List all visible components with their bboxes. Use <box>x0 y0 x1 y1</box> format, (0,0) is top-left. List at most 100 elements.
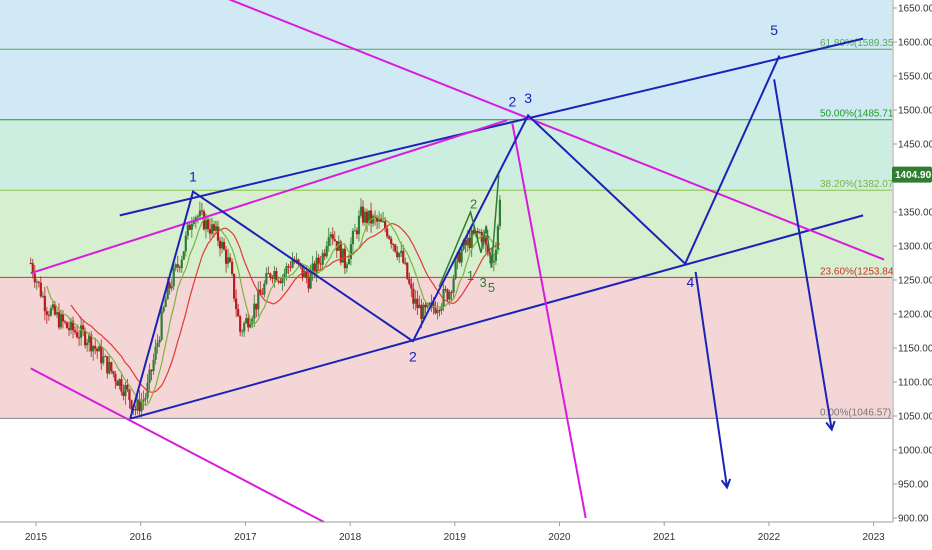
candle-body <box>386 228 389 237</box>
candle-body <box>339 241 342 263</box>
candle-body <box>120 379 123 392</box>
candle-body <box>265 273 268 284</box>
candle-body <box>110 362 113 372</box>
candle-body <box>251 318 254 325</box>
y-tick-label: 1000.00 <box>898 446 932 457</box>
candle-body <box>380 219 383 222</box>
candle-body <box>235 298 238 310</box>
candle-body <box>59 314 63 328</box>
candle-body <box>492 260 495 263</box>
candle-body <box>106 356 109 374</box>
candle-body <box>255 303 258 310</box>
x-tick-label: 2022 <box>758 532 781 543</box>
candle-body <box>297 259 300 264</box>
candle-body <box>29 263 32 264</box>
candle-body <box>200 210 204 212</box>
candle-body <box>333 239 336 241</box>
candle-body <box>468 237 471 248</box>
candle-body <box>436 310 439 314</box>
x-tick-label: 2016 <box>130 532 153 543</box>
candle-body <box>241 331 244 333</box>
elliott-wave-path <box>129 55 781 419</box>
fib-zone-top <box>0 0 892 50</box>
x-tick-label: 2023 <box>862 532 885 543</box>
y-tick-label: 1250.00 <box>898 276 932 287</box>
wave-label: 1 <box>189 168 197 184</box>
candle-body <box>408 278 411 284</box>
moving-average-red <box>70 223 501 393</box>
candle-body <box>321 253 324 265</box>
y-tick-label: 1650.00 <box>898 4 932 15</box>
candle-body <box>118 379 121 386</box>
candle-body <box>164 299 167 307</box>
y-tick-label: 1450.00 <box>898 140 932 151</box>
trendline-channel-bottom-blue <box>129 214 864 420</box>
candle-body <box>108 362 111 374</box>
y-tick-label: 1600.00 <box>898 38 932 49</box>
candle-body <box>172 268 175 287</box>
candle-body <box>150 369 153 372</box>
candle-body <box>162 306 165 312</box>
trendline-channel-top-magenta <box>30 119 508 275</box>
y-tick-label: 1300.00 <box>898 242 932 253</box>
projection-arrow-line <box>694 271 729 488</box>
candle-body <box>323 253 326 257</box>
candle-body <box>112 371 115 374</box>
candle-body <box>273 271 276 279</box>
candle-body <box>382 221 385 223</box>
last-price-tag <box>892 166 932 183</box>
candle-body <box>311 263 314 272</box>
candle-body <box>192 221 195 224</box>
candle-body <box>454 261 457 279</box>
candle-body <box>231 261 234 274</box>
candle-body <box>233 273 236 299</box>
candle-body <box>309 271 312 289</box>
candle-body <box>279 281 282 283</box>
candle-body <box>77 337 81 339</box>
candle-body <box>170 286 173 289</box>
candle-body <box>130 400 133 410</box>
candle-body <box>398 253 401 258</box>
wave-label: 5 <box>488 280 495 295</box>
candle-body <box>206 218 210 230</box>
candle-body <box>35 281 38 283</box>
candle-body <box>369 210 373 224</box>
candle-body <box>152 359 155 372</box>
candle-body <box>263 283 266 295</box>
candle-body <box>283 273 286 278</box>
candle-body <box>84 330 87 346</box>
candle-body <box>154 346 157 360</box>
trendline-channel-top-blue <box>119 37 864 217</box>
candle-body <box>146 382 149 398</box>
candle-body <box>470 230 473 248</box>
candle-body <box>416 298 419 309</box>
candle-body <box>45 311 48 315</box>
candle-body <box>394 244 397 252</box>
candle-body <box>166 282 169 300</box>
candle-body <box>134 409 137 411</box>
candle-body <box>446 289 449 300</box>
candle-body <box>261 293 264 295</box>
candle-body <box>138 398 141 412</box>
candle-body <box>418 304 421 309</box>
candle-body <box>494 249 497 261</box>
y-tick-label: 900.00 <box>898 514 929 525</box>
fib-zone <box>0 119 892 191</box>
candle-body <box>220 241 224 249</box>
candle-body <box>63 321 67 323</box>
candle-body <box>406 262 409 279</box>
candle-body <box>188 224 191 230</box>
candle-body <box>343 248 346 269</box>
candle-body <box>267 273 270 275</box>
wave-label: 2 <box>508 94 516 110</box>
candle-body <box>126 385 129 390</box>
candle-body <box>148 369 151 383</box>
candle-body <box>104 356 107 358</box>
candle-body <box>303 271 306 277</box>
candle-body <box>226 257 230 264</box>
fib-level-label: 0.00%(1046.57) <box>820 407 891 418</box>
candle-body <box>247 318 250 328</box>
candle-body <box>384 221 387 229</box>
x-axis-bg <box>0 522 932 550</box>
candle-body <box>484 237 487 245</box>
